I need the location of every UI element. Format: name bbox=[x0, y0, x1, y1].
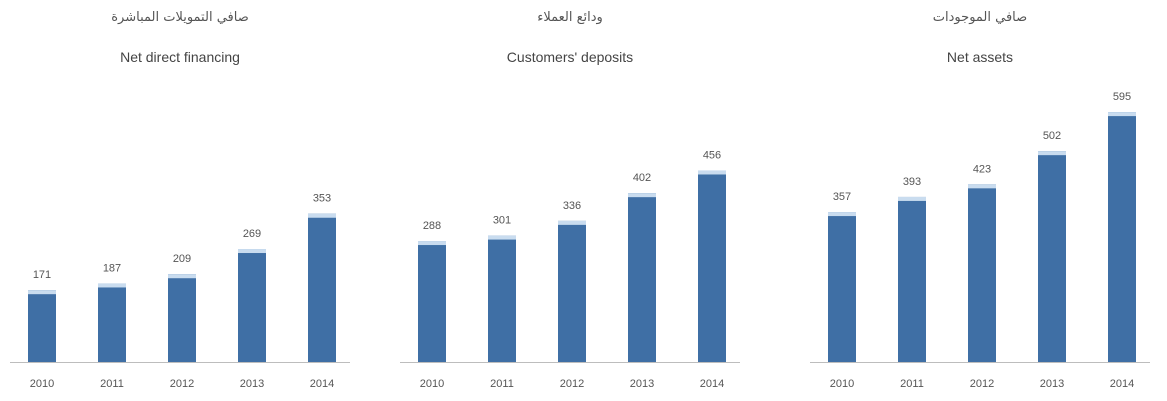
x-tick-label: 2010 bbox=[30, 378, 54, 390]
bar bbox=[98, 283, 126, 362]
x-tick-label: 2013 bbox=[240, 378, 264, 390]
chart-title: Net assets bbox=[946, 49, 1014, 65]
bar bbox=[308, 213, 336, 362]
x-tick-label: 2012 bbox=[970, 378, 994, 390]
bar bbox=[238, 249, 266, 362]
bar-highlight bbox=[628, 193, 656, 198]
bar-chart-customers-deposits: 288 2010 301 2011 336 2012 402 2013 456 2014 bbox=[400, 149, 740, 390]
chart-title-arabic: صافي الموجودات bbox=[932, 10, 1028, 25]
data-label: 187 bbox=[103, 262, 121, 274]
chart-panel-net-direct-financing: صافي التمويلات المباشرة Net direct finan… bbox=[0, 0, 360, 401]
bar bbox=[828, 212, 856, 362]
bar bbox=[898, 196, 926, 362]
data-label: 209 bbox=[173, 253, 191, 265]
bar bbox=[1108, 112, 1136, 362]
x-tick-label: 2014 bbox=[310, 378, 334, 390]
data-label: 393 bbox=[903, 176, 921, 188]
bar bbox=[558, 220, 586, 362]
bar-highlight bbox=[968, 184, 996, 189]
bar-highlight bbox=[418, 241, 446, 246]
bar-chart-net-assets: 357 2010 393 2011 423 2012 502 2013 595 2014 bbox=[810, 91, 1150, 390]
chart-panel-customers-deposits: ودائع العملاء Customers' deposits 288 201… bbox=[390, 0, 750, 401]
bar bbox=[168, 274, 196, 362]
bar-chart-net-direct-financing: 171 2010 187 2011 209 2012 269 2013 353 2014 bbox=[10, 193, 350, 390]
data-label: 353 bbox=[313, 193, 331, 205]
x-tick-label: 2010 bbox=[420, 378, 444, 390]
x-tick-label: 2012 bbox=[560, 378, 584, 390]
x-tick-label: 2011 bbox=[100, 378, 124, 390]
bar bbox=[28, 290, 56, 362]
bar-highlight bbox=[1108, 112, 1136, 117]
bar-highlight bbox=[698, 170, 726, 175]
data-label: 288 bbox=[423, 220, 441, 232]
bar-highlight bbox=[1038, 151, 1066, 156]
bar bbox=[418, 241, 446, 362]
bar bbox=[698, 170, 726, 362]
bar-highlight bbox=[488, 235, 516, 240]
data-label: 502 bbox=[1043, 130, 1061, 142]
data-label: 595 bbox=[1113, 91, 1131, 103]
bar-highlight bbox=[28, 290, 56, 295]
x-tick-label: 2011 bbox=[900, 378, 924, 390]
bar-highlight bbox=[558, 220, 586, 225]
bar-highlight bbox=[238, 249, 266, 254]
x-tick-label: 2013 bbox=[630, 378, 654, 390]
data-label: 402 bbox=[633, 172, 651, 184]
bar-highlight bbox=[168, 274, 196, 279]
x-tick-label: 2010 bbox=[830, 378, 854, 390]
bar bbox=[968, 184, 996, 362]
bar bbox=[1038, 151, 1066, 362]
data-label: 336 bbox=[563, 200, 581, 212]
bar-highlight bbox=[828, 212, 856, 217]
data-label: 456 bbox=[703, 149, 721, 161]
bar bbox=[488, 235, 516, 362]
data-label: 171 bbox=[33, 269, 51, 281]
data-label: 301 bbox=[493, 215, 511, 227]
data-label: 357 bbox=[833, 191, 851, 203]
bar-highlight bbox=[898, 196, 926, 201]
data-label: 423 bbox=[973, 163, 991, 175]
bar-highlight bbox=[308, 213, 336, 218]
chart-title-arabic: صافي التمويلات المباشرة bbox=[111, 10, 249, 25]
x-tick-label: 2014 bbox=[1110, 378, 1134, 390]
chart-title: Customers' deposits bbox=[506, 49, 634, 65]
bar-highlight bbox=[98, 283, 126, 288]
x-tick-label: 2011 bbox=[490, 378, 514, 390]
chart-title: Net direct financing bbox=[120, 49, 240, 65]
x-tick-label: 2012 bbox=[170, 378, 194, 390]
x-tick-label: 2013 bbox=[1040, 378, 1064, 390]
bar bbox=[628, 193, 656, 362]
chart-panel-net-assets: صافي الموجودات Net assets 357 2010 393 2011… bbox=[800, 0, 1160, 401]
chart-title-arabic: ودائع العملاء bbox=[537, 10, 603, 25]
x-tick-label: 2014 bbox=[700, 378, 724, 390]
data-label: 269 bbox=[243, 228, 261, 240]
